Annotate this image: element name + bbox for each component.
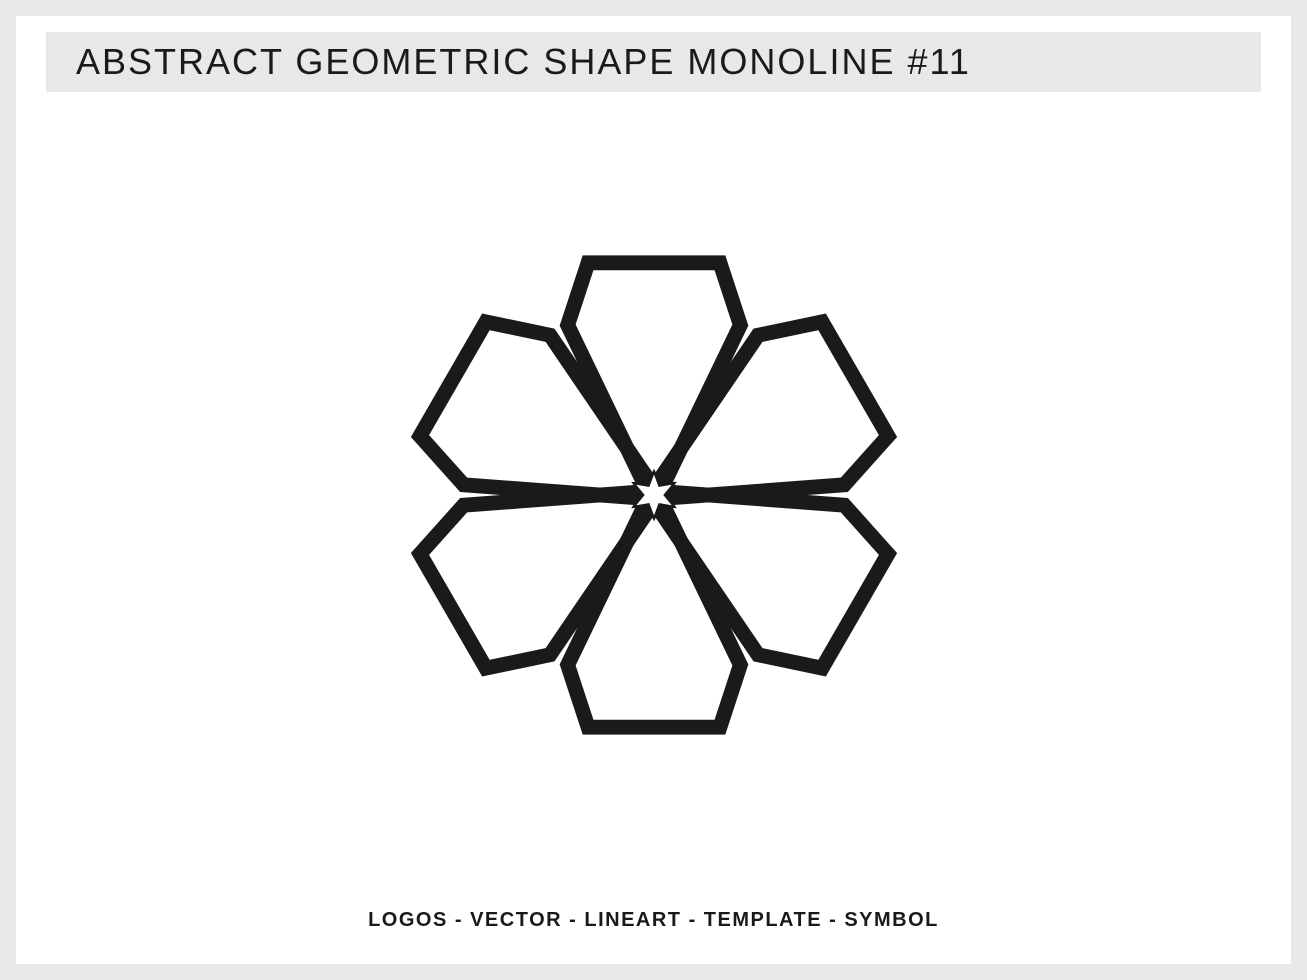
monoline-shape [394, 235, 914, 755]
shape-area [0, 175, 1307, 815]
title-bar: ABSTRACT GEOMETRIC SHAPE MONOLINE #11 [46, 32, 1261, 92]
caption-text: LOGOS - VECTOR - LINEART - TEMPLATE - SY… [0, 909, 1307, 932]
page-title: ABSTRACT GEOMETRIC SHAPE MONOLINE #11 [76, 41, 971, 83]
